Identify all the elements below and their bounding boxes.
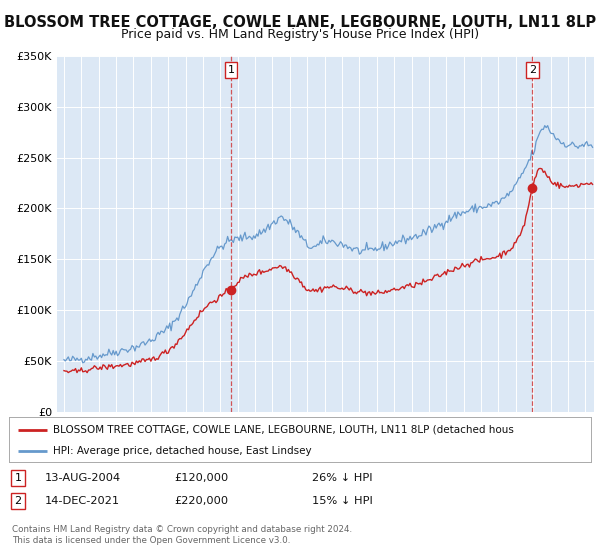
Text: £120,000: £120,000 (174, 473, 228, 483)
Text: 14-DEC-2021: 14-DEC-2021 (45, 496, 120, 506)
Text: 26% ↓ HPI: 26% ↓ HPI (312, 473, 373, 483)
Text: 13-AUG-2004: 13-AUG-2004 (45, 473, 121, 483)
Text: 2: 2 (529, 65, 536, 75)
Text: BLOSSOM TREE COTTAGE, COWLE LANE, LEGBOURNE, LOUTH, LN11 8LP (detached hous: BLOSSOM TREE COTTAGE, COWLE LANE, LEGBOU… (53, 424, 514, 435)
Text: BLOSSOM TREE COTTAGE, COWLE LANE, LEGBOURNE, LOUTH, LN11 8LP: BLOSSOM TREE COTTAGE, COWLE LANE, LEGBOU… (4, 15, 596, 30)
Text: 1: 1 (227, 65, 235, 75)
Text: Contains HM Land Registry data © Crown copyright and database right 2024.: Contains HM Land Registry data © Crown c… (12, 525, 352, 534)
Text: 2: 2 (14, 496, 22, 506)
Text: 15% ↓ HPI: 15% ↓ HPI (312, 496, 373, 506)
Text: Price paid vs. HM Land Registry's House Price Index (HPI): Price paid vs. HM Land Registry's House … (121, 28, 479, 41)
Text: £220,000: £220,000 (174, 496, 228, 506)
Text: HPI: Average price, detached house, East Lindsey: HPI: Average price, detached house, East… (53, 446, 311, 456)
Text: 1: 1 (14, 473, 22, 483)
Text: This data is licensed under the Open Government Licence v3.0.: This data is licensed under the Open Gov… (12, 536, 290, 545)
